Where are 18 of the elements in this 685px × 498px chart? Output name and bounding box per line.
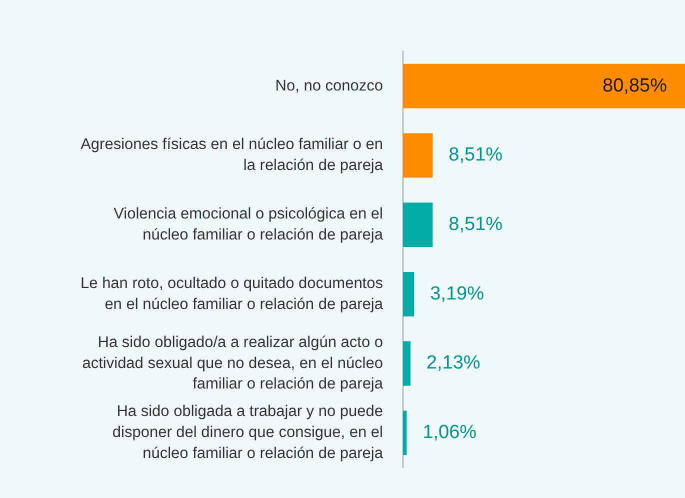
data-label: 80,85%	[602, 75, 668, 96]
data-label: 3,19%	[430, 283, 484, 304]
bar	[403, 410, 407, 456]
bar	[403, 202, 433, 247]
data-label: 1,06%	[422, 422, 477, 444]
data-label: 8,51%	[448, 214, 503, 236]
data-label: 8,51%	[448, 144, 503, 166]
data-label: 2,13%	[426, 352, 480, 374]
bar	[403, 341, 410, 386]
y-tick-label: No, no conozco	[275, 77, 383, 94]
y-tick-label: Agresiones físicas en el núcleo familiar o en la relación de pareja	[80, 136, 384, 174]
y-tick-label: Violencia emocional o psicológica en el núcleo familiar o relación de pareja	[114, 206, 384, 244]
y-tick-label: Ha sido obligada a trabajar y no puede disponer del dinero que consigue, en el núcleo familiar o relación de pareja	[112, 403, 384, 462]
bar	[403, 64, 685, 108]
bar	[403, 133, 433, 178]
bar	[403, 272, 414, 316]
y-tick-label: Ha sido obligado/a a realizar algún acto o actividad sexual que no desea, en el núcleo familiar o relación de pareja	[82, 334, 384, 393]
y-tick-label: Le han roto, ocultado o quitado documentos en el núcleo familiar o relación de pareja	[80, 274, 384, 313]
